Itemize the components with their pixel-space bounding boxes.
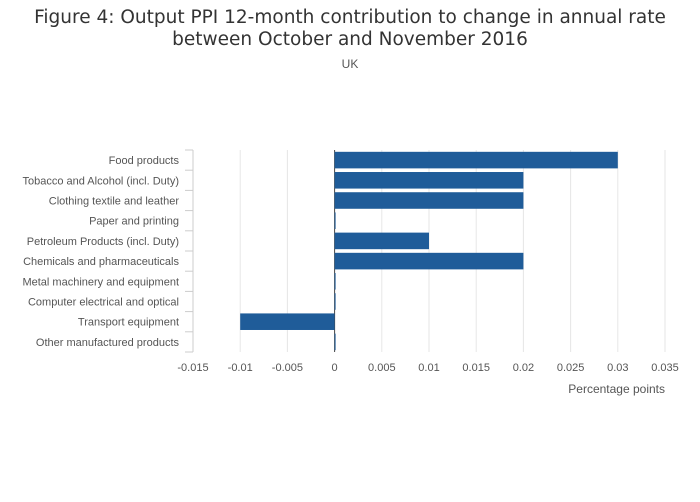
bar	[334, 333, 336, 351]
chart-title-line-1: Figure 4: Output PPI 12-month contributi…	[34, 7, 666, 28]
y-category-label: Petroleum Products (incl. Duty)	[27, 236, 179, 248]
bar	[334, 172, 524, 189]
bar	[334, 192, 524, 209]
y-category-label: Tobacco and Alcohol (incl. Duty)	[22, 175, 179, 187]
y-category-label: Computer electrical and optical	[28, 297, 179, 309]
y-category-label: Metal machinery and equipment	[22, 276, 179, 288]
bar	[334, 293, 336, 310]
x-tick-label: -0.005	[272, 362, 303, 374]
x-tick-label: 0.03	[607, 362, 628, 374]
x-tick-label: 0.025	[557, 362, 585, 374]
bar	[334, 151, 618, 169]
bar	[334, 212, 336, 229]
y-category-label: Chemicals and pharmaceuticals	[23, 256, 179, 268]
chart-title-line-2: between October and November 2016	[172, 29, 528, 50]
x-tick-label: 0	[332, 362, 338, 374]
bar	[334, 273, 336, 290]
y-category-label: Other manufactured products	[36, 337, 180, 349]
bar	[240, 313, 335, 330]
x-tick-label: 0.035	[651, 362, 679, 374]
bar	[334, 232, 429, 250]
x-tick-label: 0.02	[513, 362, 534, 374]
y-category-label: Paper and printing	[89, 216, 179, 228]
y-category-label: Transport equipment	[78, 317, 179, 329]
x-tick-label: 0.015	[462, 362, 490, 374]
chart-subtitle: UK	[341, 57, 359, 71]
y-category-label: Clothing textile and leather	[49, 196, 180, 208]
bar	[334, 252, 524, 270]
x-tick-label: 0.01	[418, 362, 439, 374]
y-category-label: Food products	[109, 155, 180, 167]
x-axis-title: Percentage points	[568, 382, 665, 396]
x-tick-label: -0.015	[177, 362, 208, 374]
x-tick-label: -0.01	[228, 362, 253, 374]
x-tick-label: 0.005	[368, 362, 396, 374]
